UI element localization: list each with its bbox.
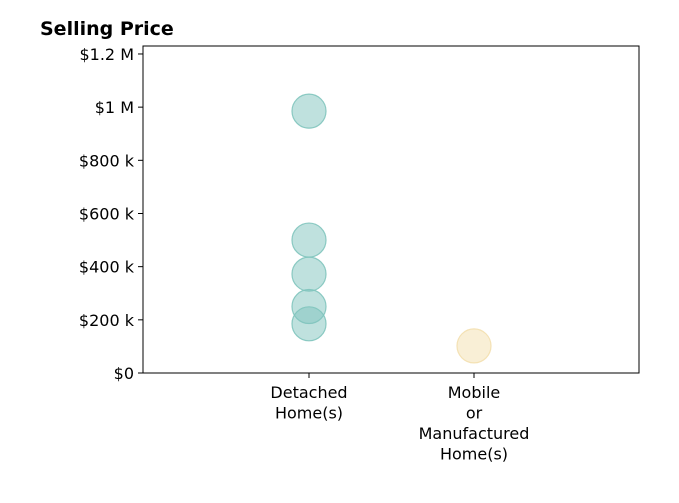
plot-area <box>142 45 640 374</box>
x-tick-label: or <box>466 404 483 423</box>
y-axis: $0 $200 k $400 k $600 k $800 k $1 M $1.2 M <box>79 45 143 383</box>
x-tick-label: Home(s) <box>440 445 508 464</box>
data-point <box>291 93 327 129</box>
y-tick-label: $800 k <box>79 151 135 170</box>
y-tick-label: $1.2 M <box>79 45 134 64</box>
x-tick-label: Home(s) <box>275 404 343 423</box>
x-tick-label: Mobile <box>448 383 500 402</box>
data-point <box>291 222 327 258</box>
data-point <box>291 256 327 292</box>
y-tick-label: $0 <box>114 364 134 383</box>
y-tick-label: $600 k <box>79 204 135 223</box>
x-tick-label: Manufactured <box>419 424 530 443</box>
data-point <box>291 306 327 342</box>
chart-title: Selling Price <box>40 18 174 40</box>
y-tick-label: $400 k <box>79 258 135 277</box>
x-tick-label: Detached <box>270 383 347 402</box>
y-tick-label: $200 k <box>79 311 135 330</box>
y-tick-label: $1 M <box>95 98 134 117</box>
data-points <box>291 93 492 364</box>
data-point <box>456 328 492 364</box>
